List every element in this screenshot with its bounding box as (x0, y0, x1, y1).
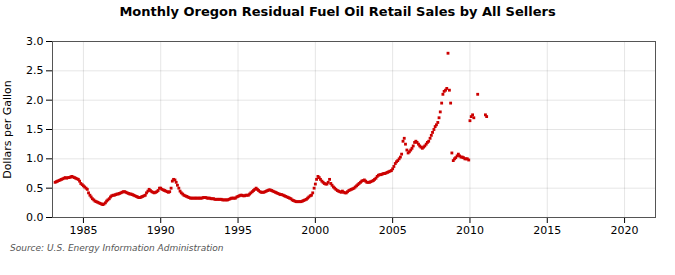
svg-text:0.0: 0.0 (26, 211, 44, 224)
svg-text:3.0: 3.0 (26, 35, 44, 48)
svg-text:2005: 2005 (379, 224, 407, 237)
svg-text:1.0: 1.0 (26, 152, 44, 165)
svg-text:2020: 2020 (611, 224, 639, 237)
svg-text:0.5: 0.5 (26, 182, 44, 195)
svg-text:1990: 1990 (147, 224, 175, 237)
html-text:Source: U.S. Energy Informatio: Source: U.S. Energy Information Administ… (10, 243, 224, 253)
svg-text:1.5: 1.5 (26, 123, 44, 136)
svg-text:2.0: 2.0 (26, 94, 44, 107)
svg-text:2010: 2010 (456, 224, 484, 237)
html-text:Monthly Oregon Residual Fuel O: Monthly Oregon Residual Fuel Oil Retail … (119, 4, 556, 19)
svg-text:2000: 2000 (301, 224, 329, 237)
svg-text:1985: 1985 (69, 224, 97, 237)
svg-text:2.5: 2.5 (26, 64, 44, 77)
svg-text:2015: 2015 (533, 224, 561, 237)
svg-text:Dollars per Gallon: Dollars per Gallon (1, 80, 14, 179)
svg-text:1995: 1995 (224, 224, 252, 237)
